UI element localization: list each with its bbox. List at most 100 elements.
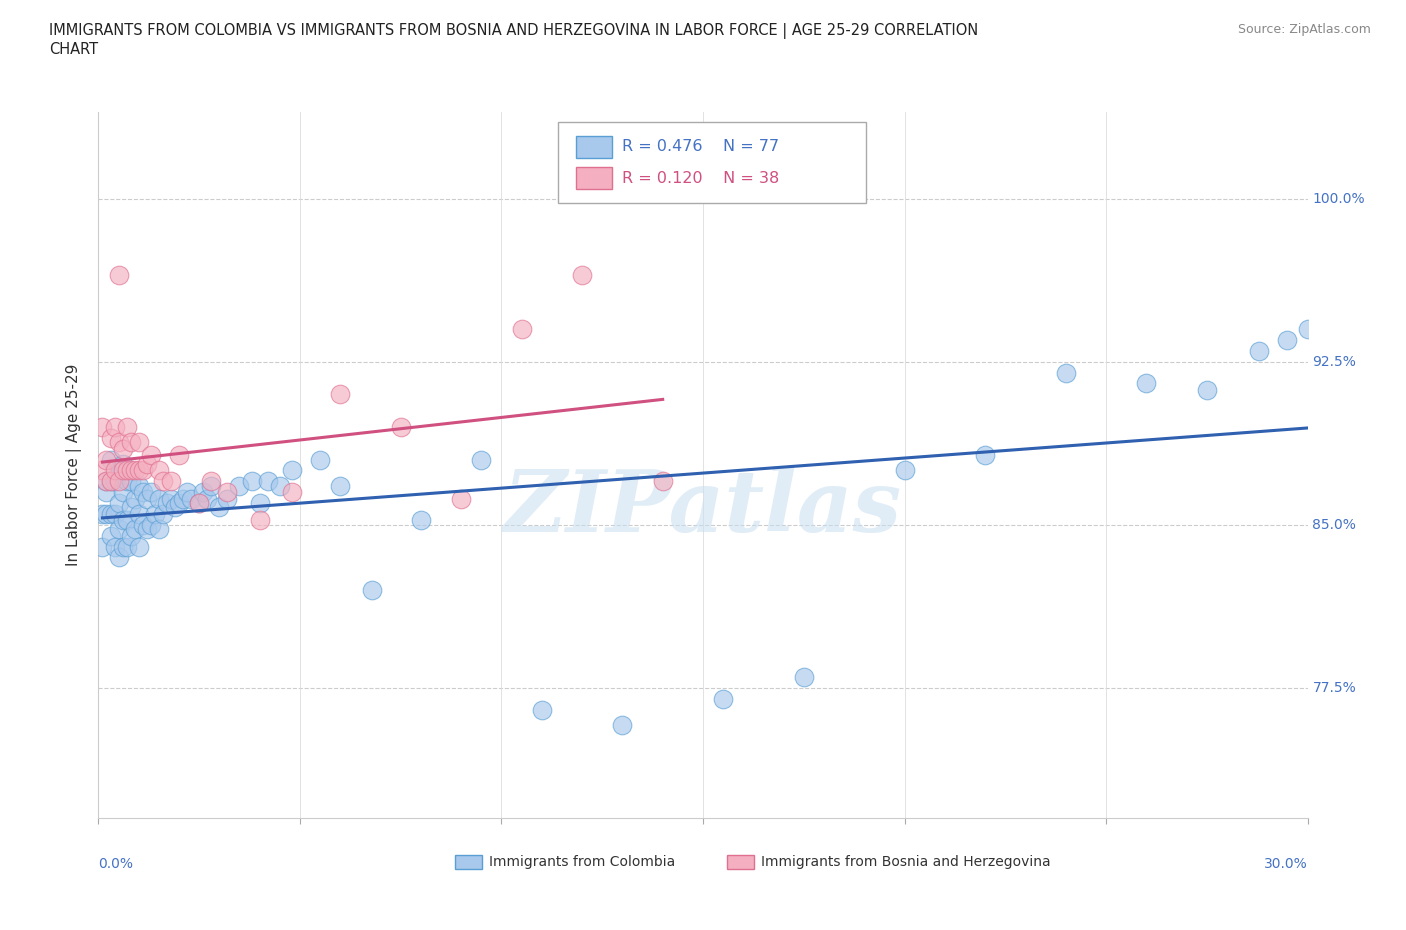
Point <box>100 507 122 522</box>
Point <box>329 478 352 493</box>
Point <box>91 419 114 434</box>
Point <box>1195 382 1218 397</box>
Point <box>120 500 142 515</box>
Point <box>111 441 134 456</box>
Point <box>176 485 198 499</box>
Point <box>107 550 129 565</box>
Point <box>793 670 815 684</box>
Point <box>651 474 673 489</box>
Point <box>217 491 239 506</box>
Point <box>107 496 129 511</box>
Point <box>103 539 125 554</box>
Point <box>91 507 114 522</box>
Point <box>450 491 472 506</box>
Point <box>139 517 162 532</box>
Point <box>148 491 170 506</box>
Point <box>240 474 263 489</box>
Point <box>100 474 122 489</box>
Point <box>96 452 118 467</box>
Point <box>96 507 118 522</box>
Point <box>180 491 202 506</box>
Point <box>120 463 142 478</box>
Point <box>148 522 170 537</box>
Text: 100.0%: 100.0% <box>1312 192 1365 206</box>
Point <box>193 485 215 499</box>
Point <box>115 419 138 434</box>
Point <box>361 582 384 597</box>
Point <box>1054 365 1077 380</box>
Point <box>530 702 553 717</box>
Text: 0.0%: 0.0% <box>98 857 134 871</box>
Point <box>128 507 150 522</box>
FancyBboxPatch shape <box>558 122 866 204</box>
Y-axis label: In Labor Force | Age 25-29: In Labor Force | Age 25-29 <box>66 364 83 566</box>
Point <box>107 474 129 489</box>
Point <box>167 447 190 462</box>
Point <box>100 452 122 467</box>
Point <box>111 539 134 554</box>
Point <box>139 447 162 462</box>
Point <box>409 513 432 528</box>
Point <box>329 387 352 402</box>
Point <box>188 496 211 511</box>
Point <box>195 491 218 506</box>
Point <box>103 474 125 489</box>
Point <box>152 474 174 489</box>
Point <box>111 513 134 528</box>
Point <box>1277 333 1299 348</box>
Text: Immigrants from Bosnia and Herzegovina: Immigrants from Bosnia and Herzegovina <box>761 856 1050 870</box>
Point <box>249 496 271 511</box>
Point <box>172 491 194 506</box>
Point <box>160 491 183 506</box>
Point <box>107 434 129 449</box>
Point <box>132 463 155 478</box>
Text: IMMIGRANTS FROM COLOMBIA VS IMMIGRANTS FROM BOSNIA AND HERZEGOVINA IN LABOR FORC: IMMIGRANTS FROM COLOMBIA VS IMMIGRANTS F… <box>49 23 979 57</box>
Point <box>711 691 734 706</box>
Point <box>1249 343 1271 358</box>
Point <box>156 496 179 511</box>
Point <box>281 485 304 499</box>
Point <box>115 539 138 554</box>
Point <box>188 496 211 511</box>
Point <box>135 491 157 506</box>
Point <box>132 485 155 499</box>
Point <box>139 485 162 499</box>
Point <box>160 474 183 489</box>
Point <box>120 474 142 489</box>
Point <box>107 267 129 282</box>
Point <box>135 457 157 472</box>
Point <box>96 485 118 499</box>
Point <box>309 452 332 467</box>
Point <box>103 419 125 434</box>
Point <box>1296 322 1319 337</box>
Point <box>124 522 146 537</box>
Point <box>100 431 122 445</box>
Point <box>269 478 291 493</box>
Point <box>111 457 134 472</box>
Point <box>228 478 250 493</box>
Point <box>115 513 138 528</box>
Point <box>135 522 157 537</box>
Bar <box>456 856 482 870</box>
Point <box>128 478 150 493</box>
Text: Source: ZipAtlas.com: Source: ZipAtlas.com <box>1237 23 1371 36</box>
Point <box>128 434 150 449</box>
Point <box>132 517 155 532</box>
Point <box>91 463 114 478</box>
Point <box>107 463 129 478</box>
Point <box>107 522 129 537</box>
Point <box>115 474 138 489</box>
Point <box>249 513 271 528</box>
Point <box>143 507 166 522</box>
Point <box>103 463 125 478</box>
Point <box>256 474 278 489</box>
Text: R = 0.120    N = 38: R = 0.120 N = 38 <box>621 170 779 186</box>
Point <box>128 463 150 478</box>
Text: 77.5%: 77.5% <box>1312 681 1357 695</box>
Point <box>120 528 142 543</box>
Point <box>217 485 239 499</box>
Point <box>470 452 492 467</box>
Point <box>100 528 122 543</box>
Point <box>111 485 134 499</box>
Point <box>111 463 134 478</box>
